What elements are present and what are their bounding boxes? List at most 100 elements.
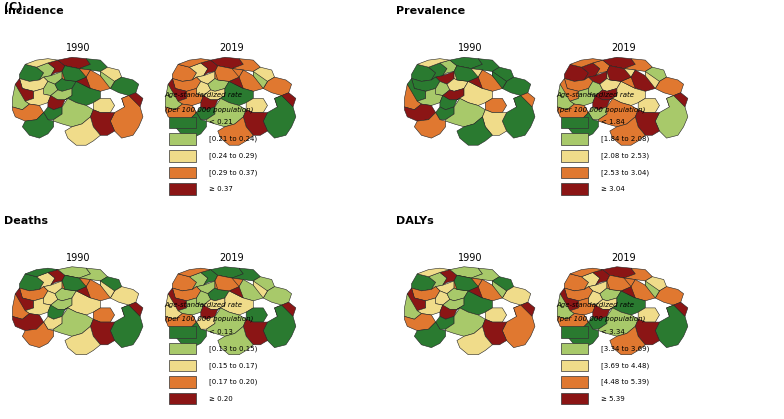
Polygon shape (201, 269, 218, 285)
Polygon shape (621, 77, 635, 88)
Polygon shape (76, 287, 90, 298)
Text: ≥ 3.04: ≥ 3.04 (601, 186, 625, 192)
Polygon shape (445, 98, 485, 127)
Polygon shape (412, 77, 440, 91)
Polygon shape (253, 72, 267, 88)
Polygon shape (55, 78, 76, 91)
Polygon shape (482, 319, 506, 345)
Text: Prevalence: Prevalence (396, 6, 465, 16)
Text: (per 100,000 population): (per 100,000 population) (165, 316, 253, 322)
Polygon shape (23, 113, 53, 138)
Polygon shape (62, 66, 86, 81)
Polygon shape (100, 281, 114, 298)
Polygon shape (482, 110, 506, 135)
Bar (561, 376, 588, 388)
Polygon shape (20, 65, 44, 81)
Polygon shape (48, 96, 65, 110)
Polygon shape (645, 72, 659, 88)
Polygon shape (178, 268, 211, 277)
Polygon shape (589, 281, 607, 294)
Polygon shape (492, 67, 514, 81)
Polygon shape (621, 287, 635, 298)
Polygon shape (417, 268, 450, 277)
Polygon shape (568, 322, 598, 348)
Polygon shape (93, 308, 114, 322)
Polygon shape (582, 63, 600, 80)
Polygon shape (253, 281, 267, 298)
Polygon shape (65, 326, 100, 355)
Polygon shape (25, 298, 51, 315)
Polygon shape (197, 81, 211, 96)
Polygon shape (417, 88, 443, 106)
Polygon shape (457, 117, 492, 145)
Polygon shape (172, 287, 201, 301)
Polygon shape (405, 104, 436, 121)
Polygon shape (13, 313, 44, 331)
Polygon shape (417, 298, 443, 315)
Text: [0.24 to 0.29): [0.24 to 0.29) (209, 153, 257, 159)
Bar (561, 133, 588, 145)
Text: Age-standardized rate: Age-standardized rate (165, 302, 242, 308)
Text: [0.15 to 0.17): [0.15 to 0.17) (209, 362, 258, 369)
Polygon shape (471, 268, 499, 281)
Polygon shape (596, 298, 617, 309)
Title: 2019: 2019 (611, 43, 636, 53)
Polygon shape (457, 81, 492, 106)
Polygon shape (405, 84, 422, 110)
Polygon shape (564, 77, 593, 91)
Polygon shape (624, 59, 652, 72)
Polygon shape (122, 302, 143, 319)
Polygon shape (13, 104, 44, 121)
Polygon shape (25, 59, 58, 67)
Polygon shape (570, 298, 596, 315)
Polygon shape (197, 316, 215, 329)
Polygon shape (197, 291, 211, 305)
Polygon shape (589, 107, 607, 120)
Polygon shape (235, 279, 267, 301)
Polygon shape (415, 113, 445, 138)
Polygon shape (557, 84, 575, 110)
Polygon shape (65, 117, 100, 145)
Text: [3.69 to 4.48): [3.69 to 4.48) (601, 362, 650, 369)
Polygon shape (44, 316, 62, 329)
Text: [3.34 to 3.69): [3.34 to 3.69) (601, 345, 650, 352)
Polygon shape (82, 279, 114, 301)
Polygon shape (215, 66, 243, 81)
Bar (561, 150, 588, 162)
Polygon shape (165, 84, 183, 110)
Polygon shape (564, 274, 589, 291)
Polygon shape (429, 272, 447, 290)
Text: Age-standardized rate: Age-standardized rate (557, 92, 634, 98)
Polygon shape (13, 294, 30, 319)
Polygon shape (412, 65, 436, 81)
Text: [0.13 to 0.15): [0.13 to 0.15) (209, 345, 258, 352)
Polygon shape (436, 316, 454, 329)
Polygon shape (58, 267, 90, 278)
Polygon shape (243, 110, 267, 135)
Bar (169, 376, 196, 388)
Polygon shape (206, 98, 246, 127)
Text: [4.48 to 5.39): [4.48 to 5.39) (601, 379, 649, 385)
Polygon shape (454, 275, 482, 291)
Polygon shape (443, 298, 464, 309)
Polygon shape (440, 96, 457, 110)
Polygon shape (168, 288, 187, 311)
Polygon shape (415, 322, 445, 348)
Polygon shape (176, 322, 206, 348)
Polygon shape (44, 291, 58, 305)
Polygon shape (208, 78, 229, 91)
Polygon shape (607, 66, 631, 81)
Polygon shape (263, 77, 292, 96)
Polygon shape (51, 298, 72, 309)
Polygon shape (454, 275, 478, 291)
Text: [0.17 to 0.20): [0.17 to 0.20) (209, 379, 258, 385)
Polygon shape (627, 70, 659, 91)
Polygon shape (211, 267, 243, 278)
Polygon shape (243, 319, 267, 345)
Polygon shape (607, 275, 635, 291)
Polygon shape (111, 287, 139, 305)
Polygon shape (178, 88, 204, 106)
Bar (169, 184, 196, 195)
Polygon shape (215, 66, 239, 81)
Polygon shape (600, 288, 621, 301)
